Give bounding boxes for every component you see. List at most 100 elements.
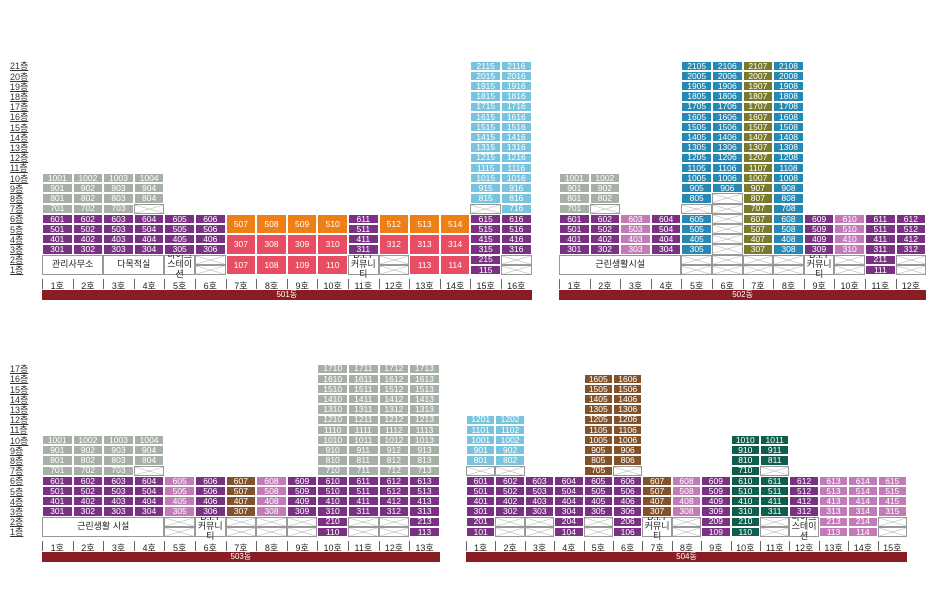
unit-cell[interactable]: 514 — [439, 213, 471, 235]
unit-cell[interactable]: 1816 — [501, 91, 532, 102]
unit-cell[interactable]: 1905 — [681, 81, 712, 92]
unit-cell[interactable]: 303 — [103, 244, 134, 255]
unit-cell[interactable]: 813 — [409, 455, 440, 466]
unit-cell[interactable]: 904 — [133, 183, 165, 194]
unit-cell[interactable]: 1606 — [613, 373, 643, 384]
unit-cell[interactable]: 602 — [72, 475, 104, 486]
unit-cell[interactable]: 312 — [378, 234, 410, 255]
unit-cell[interactable]: 507 — [642, 486, 672, 497]
unit-cell[interactable]: 1107 — [742, 162, 774, 173]
unit-cell[interactable]: 803 — [103, 455, 134, 466]
unit-cell[interactable]: 405 — [164, 234, 195, 245]
unit-cell[interactable]: 402 — [589, 234, 621, 245]
unit-cell[interactable]: 507 — [225, 213, 257, 235]
unit-cell[interactable]: 308 — [671, 506, 702, 517]
unit-cell[interactable]: 503 — [524, 486, 555, 497]
unit-cell[interactable]: 509 — [286, 486, 318, 497]
unit-cell[interactable]: 802 — [495, 455, 525, 466]
unit-cell[interactable]: 406 — [613, 496, 643, 507]
unit-cell[interactable]: 1516 — [501, 122, 532, 133]
unit-cell[interactable]: 702 — [72, 465, 104, 476]
unit-cell[interactable]: 810 — [730, 455, 760, 466]
unit-cell[interactable]: 1005 — [583, 435, 613, 446]
unit-cell[interactable]: 403 — [103, 234, 134, 245]
unit-cell[interactable]: 316 — [501, 244, 532, 255]
unit-cell[interactable]: 308 — [256, 234, 287, 255]
unit-cell[interactable]: 1416 — [501, 132, 532, 143]
unit-cell[interactable]: 2115 — [470, 60, 501, 71]
unit-cell[interactable]: 808 — [773, 193, 804, 204]
unit-cell[interactable]: 310 — [834, 244, 865, 255]
unit-cell[interactable]: 304 — [133, 506, 165, 517]
unit-cell[interactable]: 516 — [501, 224, 532, 235]
unit-cell[interactable]: 209 — [701, 516, 731, 527]
unit-cell[interactable]: 602 — [495, 475, 525, 486]
unit-cell[interactable]: 1710 — [317, 363, 348, 374]
unit-cell[interactable]: 506 — [195, 486, 226, 497]
unit-cell[interactable]: 1202 — [495, 414, 525, 425]
unit-cell[interactable]: 601 — [42, 475, 73, 486]
unit-cell[interactable]: 610 — [317, 475, 348, 486]
unit-cell[interactable]: 1116 — [501, 162, 532, 173]
unit-cell[interactable]: 1110 — [317, 424, 348, 435]
unit-cell[interactable]: 511 — [760, 486, 790, 497]
unit-cell[interactable]: 511 — [865, 224, 896, 235]
unit-cell[interactable]: 303 — [620, 244, 651, 255]
unit-cell[interactable]: 901 — [42, 445, 73, 456]
unit-cell[interactable]: 501 — [42, 224, 73, 235]
unit-cell[interactable]: 1412 — [378, 394, 410, 405]
unit-cell[interactable]: 806 — [613, 455, 643, 466]
unit-cell[interactable]: 502 — [72, 224, 104, 235]
unit-cell[interactable]: 413 — [409, 496, 440, 507]
unit-cell[interactable]: 607 — [742, 213, 774, 224]
unit-cell[interactable]: 608 — [671, 475, 702, 486]
unit-cell[interactable]: 1115 — [470, 162, 501, 173]
unit-cell[interactable]: 1508 — [773, 122, 804, 133]
unit-cell[interactable]: 606 — [195, 213, 226, 224]
unit-cell[interactable]: 1307 — [742, 142, 774, 153]
unit-cell[interactable]: 2108 — [773, 60, 804, 71]
unit-cell[interactable]: 2107 — [742, 60, 774, 71]
unit-cell[interactable]: 1411 — [348, 394, 379, 405]
unit-cell[interactable]: 1011 — [760, 435, 790, 446]
unit-cell[interactable]: 1808 — [773, 91, 804, 102]
unit-cell[interactable]: 502 — [495, 486, 525, 497]
unit-cell[interactable]: 1106 — [712, 162, 743, 173]
unit-cell[interactable]: 1015 — [470, 173, 501, 184]
unit-cell[interactable]: 411 — [865, 234, 896, 245]
unit-cell[interactable]: 509 — [286, 213, 318, 235]
unit-cell[interactable]: 1907 — [742, 81, 774, 92]
unit-cell[interactable]: 905 — [583, 445, 613, 456]
unit-cell[interactable]: 412 — [895, 234, 927, 245]
unit-cell[interactable]: 310 — [730, 506, 760, 517]
unit-cell[interactable]: 409 — [286, 496, 318, 507]
unit-cell[interactable]: 306 — [195, 506, 226, 517]
unit-cell[interactable]: 710 — [730, 465, 760, 476]
unit-cell[interactable]: 504 — [554, 486, 584, 497]
unit-cell[interactable]: 1513 — [409, 384, 440, 395]
unit-cell[interactable]: 913 — [409, 445, 440, 456]
unit-cell[interactable]: 614 — [848, 475, 878, 486]
unit-cell[interactable]: 805 — [583, 455, 613, 466]
unit-cell[interactable]: 114 — [439, 254, 471, 275]
unit-cell[interactable]: 705 — [583, 465, 613, 476]
unit-cell[interactable]: 314 — [439, 234, 471, 255]
unit-cell[interactable]: 1805 — [681, 91, 712, 102]
unit-cell[interactable]: 305 — [583, 506, 613, 517]
unit-cell[interactable]: 1010 — [730, 435, 760, 446]
unit-cell[interactable]: 1405 — [583, 394, 613, 405]
unit-cell[interactable]: 802 — [589, 193, 621, 204]
unit-cell[interactable]: 609 — [701, 475, 731, 486]
unit-cell[interactable]: 201 — [466, 516, 496, 527]
unit-cell[interactable]: 607 — [225, 475, 257, 486]
unit-cell[interactable]: 213 — [818, 516, 849, 527]
unit-cell[interactable]: 404 — [650, 234, 682, 245]
unit-cell[interactable]: 1002 — [589, 173, 621, 184]
unit-cell[interactable]: 911 — [760, 445, 790, 456]
unit-cell[interactable]: 811 — [348, 455, 379, 466]
unit-cell[interactable]: 1507 — [742, 122, 774, 133]
unit-cell[interactable]: 1708 — [773, 101, 804, 112]
unit-cell[interactable]: 110 — [317, 526, 348, 537]
unit-cell[interactable]: 802 — [72, 193, 104, 204]
unit-cell[interactable]: 405 — [164, 496, 195, 507]
